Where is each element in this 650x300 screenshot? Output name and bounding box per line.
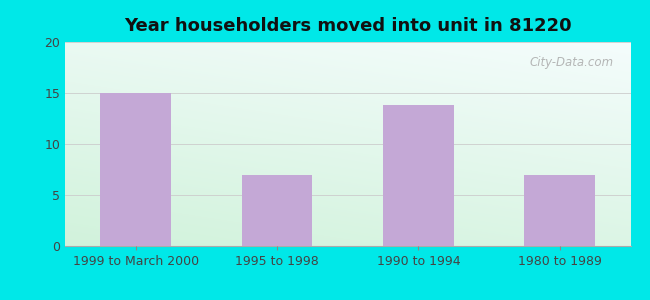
Bar — [100, 93, 171, 246]
Bar — [242, 175, 313, 246]
Bar — [383, 105, 454, 246]
Title: Year householders moved into unit in 81220: Year householders moved into unit in 812… — [124, 17, 571, 35]
Bar — [525, 175, 595, 246]
Text: City-Data.com: City-Data.com — [529, 56, 614, 69]
